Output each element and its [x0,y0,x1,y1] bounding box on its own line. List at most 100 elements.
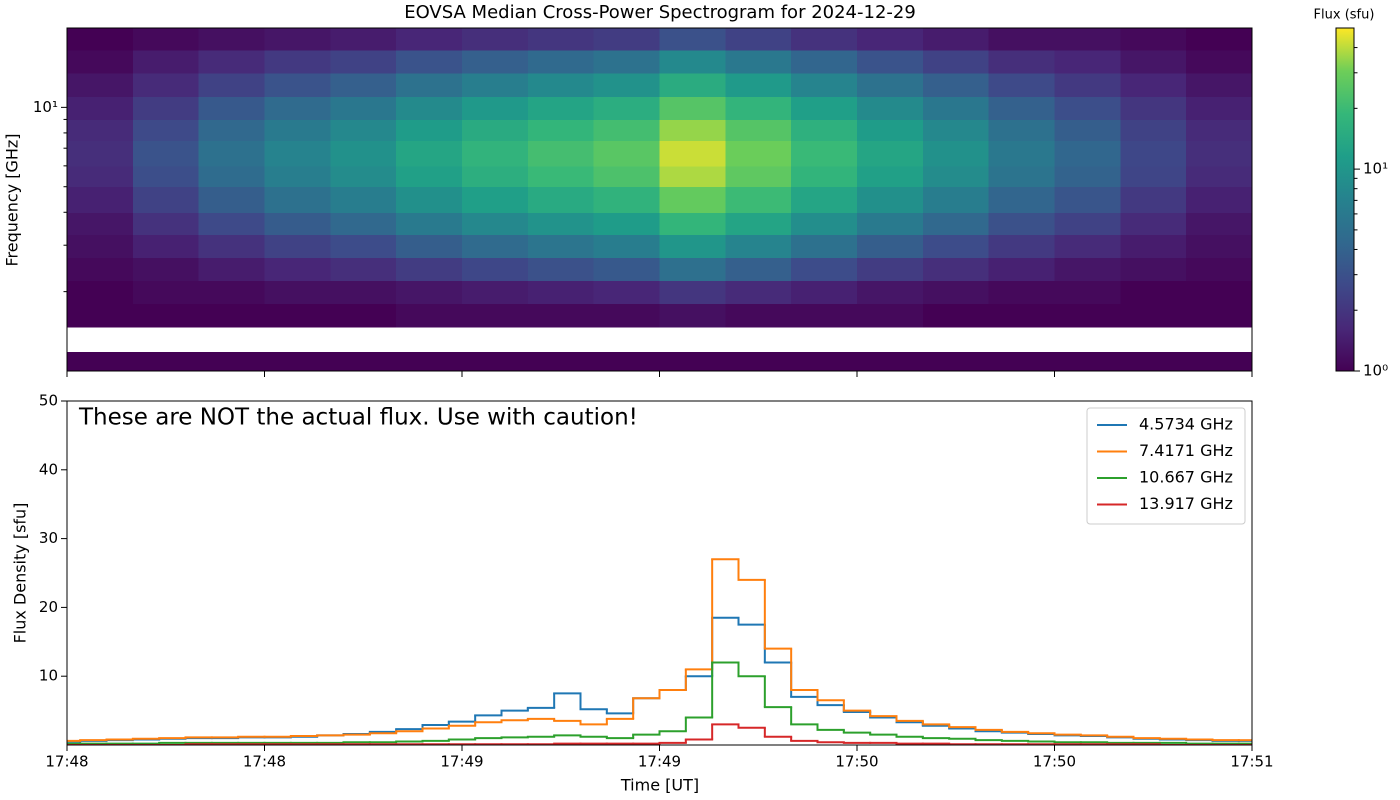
heatmap-cell [593,186,660,213]
heatmap-cell [330,352,397,372]
heatmap-cell [1120,212,1187,235]
heatmap-cell [659,303,726,328]
heatmap-cell [593,96,660,120]
heatmap-cell [791,257,858,282]
heatmap-cell [1054,96,1121,120]
heatmap-cell [988,280,1055,305]
heatmap-cell [67,352,134,372]
heatmap-cell [330,119,397,141]
heatmap-cell [330,257,397,282]
heatmap-cell [198,234,265,258]
colorbar-tick-label: 10¹ [1363,160,1388,178]
x-tick-label: 17:48 [243,753,286,771]
heatmap-cell [132,280,200,305]
x-tick-label: 17:49 [440,753,483,771]
heatmap-cell [988,73,1055,97]
heatmap-cell [462,280,529,305]
heatmap-cell [791,212,858,235]
heatmap-cell [462,234,529,258]
heatmap-cell [659,212,726,235]
y-axis-label: Frequency [GHz] [3,133,22,266]
heatmap-cell [593,50,660,74]
heatmap-cell [330,28,397,51]
heatmap-cell [1186,280,1253,305]
heatmap-cell [462,73,529,97]
heatmap-cell [857,234,924,258]
heatmap-cell [988,119,1055,141]
heatmap-cell [1120,186,1187,213]
heatmap-cell [462,165,529,188]
heatmap-cell [922,96,990,120]
heatmap-cell [396,165,463,188]
heatmap-cell [1186,73,1253,97]
heatmap-cell [462,212,529,235]
heatmap-cell [132,186,200,213]
y-axis-label: Flux Density [sfu] [11,503,30,644]
heatmap-cell [198,28,265,51]
heatmap-cell [593,257,660,282]
heatmap-cell [1186,234,1253,258]
legend-label: 10.667 GHz [1139,468,1233,487]
y-tick-label: 10¹ [33,98,58,116]
heatmap-cell [1054,140,1121,167]
heatmap-cell [198,96,265,120]
heatmap-cell [791,50,858,74]
heatmap-cell [132,212,200,235]
heatmap-cell [527,280,595,305]
heatmap-cell [330,50,397,74]
heatmap-cell [132,234,200,258]
heatmap-cell [857,140,924,167]
heatmap-cell [1186,212,1253,235]
heatmap-cell [988,140,1055,167]
heatmap-cell [1186,303,1253,328]
heatmap-cell [527,119,595,141]
heatmap-cell [132,165,200,188]
heatmap-cell [396,352,463,372]
heatmap-cell [791,28,858,51]
heatmap-cell [264,73,331,97]
heatmap-cell [67,212,134,235]
heatmap-cell [725,28,792,51]
heatmap-cell [659,140,726,167]
heatmap-cell [67,73,134,97]
heatmap-cell [659,352,726,372]
heatmap-cell [593,165,660,188]
heatmap-cell [791,186,858,213]
heatmap-cell [1054,234,1121,258]
heatmap-cell [264,186,331,213]
heatmap-cell [198,212,265,235]
heatmap-cell [198,186,265,213]
colorbar-label: Flux (sfu) [1314,8,1375,23]
heatmap-cell [922,73,990,97]
heatmap-cell [593,119,660,141]
heatmap-cell [67,234,134,258]
heatmap-cell [396,96,463,120]
y-tick-label: 20 [39,598,58,616]
heatmap-cell [725,234,792,258]
heatmap-cell [527,73,595,97]
heatmap-cell [857,186,924,213]
heatmap-cell [527,50,595,74]
heatmap-cell [988,50,1055,74]
heatmap-cell [988,257,1055,282]
heatmap-cell [132,352,200,372]
heatmap-cell [922,140,990,167]
heatmap-cell [132,96,200,120]
heatmap-cell [659,96,726,120]
heatmap-cell [725,186,792,213]
heatmap-cell [527,165,595,188]
heatmap-cell [1054,119,1121,141]
heatmap-cell [593,234,660,258]
heatmap-cell [725,280,792,305]
heatmap-cell [1186,165,1253,188]
heatmap-cell [462,140,529,167]
heatmap-cell [1120,303,1187,328]
heatmap-cell [67,50,134,74]
heatmap-cell [1120,234,1187,258]
heatmap-cell [725,257,792,282]
heatmap-cell [132,119,200,141]
heatmap-cell [396,28,463,51]
heatmap-cell [593,140,660,167]
legend-label: 4.5734 GHz [1139,415,1233,434]
heatmap-cell [396,73,463,97]
